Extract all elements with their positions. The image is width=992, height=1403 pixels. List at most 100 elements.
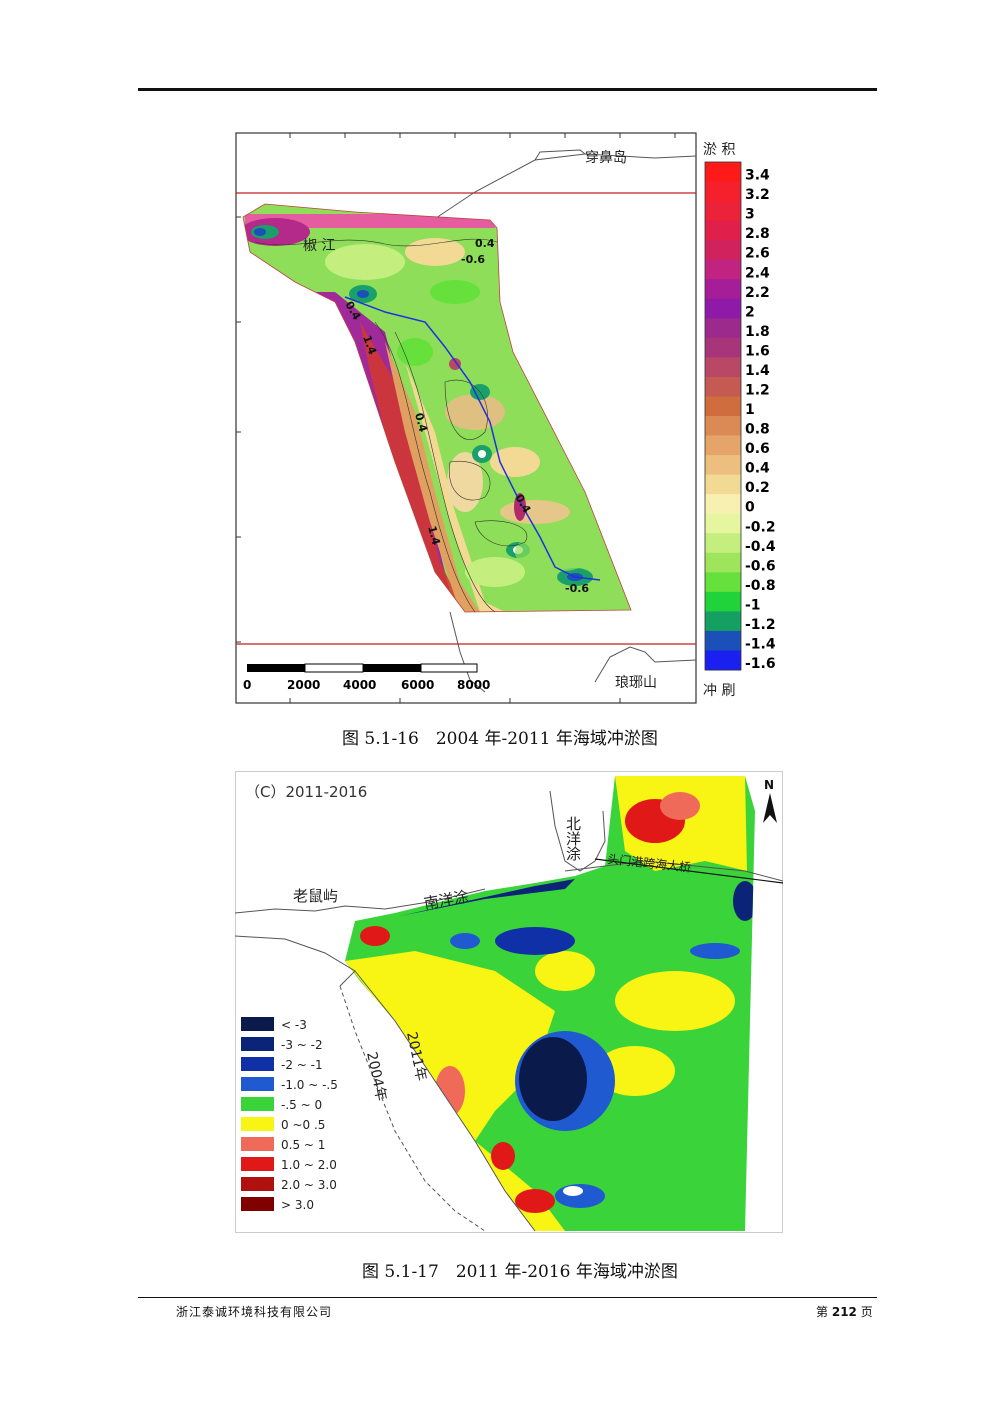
legend-swatch — [705, 650, 741, 671]
legend-class-label: -.5 ~ 0 — [281, 1098, 322, 1112]
legend-swatch — [241, 1037, 274, 1051]
contour-label: 1.4 — [360, 334, 379, 357]
legend-value-label: 2.2 — [745, 285, 770, 301]
legend-swatch — [705, 337, 741, 358]
legend-value-label: 3.4 — [745, 168, 770, 184]
legend-value-label: 1.8 — [745, 324, 770, 340]
legend-value-label: -1.4 — [745, 637, 776, 653]
place-label: 北洋涂 — [564, 816, 582, 861]
footer-page-prefix: 第 — [816, 1305, 829, 1319]
legend-swatch — [705, 357, 741, 378]
place-label-top: 穿鼻岛 — [585, 149, 627, 166]
legend-top-label: 淤 积 — [703, 142, 735, 158]
legend-class-label: -3 ~ -2 — [281, 1038, 323, 1052]
legend-value-label: -1.2 — [745, 617, 776, 633]
legend-swatch — [241, 1197, 274, 1211]
legend-swatch — [241, 1097, 274, 1111]
legend-value-label: -0.4 — [745, 539, 776, 555]
legend-swatch — [705, 298, 741, 319]
legend-swatch — [705, 181, 741, 202]
legend-value-label: 2 — [745, 304, 755, 320]
legend-swatch — [705, 435, 741, 456]
legend-value-label: 1.4 — [745, 363, 770, 379]
legend-swatch — [705, 455, 741, 476]
place-label-bottom: 琅琊山 — [615, 675, 657, 691]
legend-value-label: -0.2 — [745, 519, 776, 535]
legend-value-label: 1.2 — [745, 383, 770, 399]
legend-value-label: 0.6 — [745, 441, 770, 457]
legend-swatch — [705, 630, 741, 651]
footer-rule — [138, 1297, 877, 1298]
legend-class-label: 0 ~0 .5 — [281, 1118, 325, 1132]
legend-value-label: 0.8 — [745, 422, 770, 438]
color-legend: 3.4 3.2 3 2.8 2.6 2.4 2.2 2 1.8 1.6 1.4 1.2 1 0.8 0.6 0… — [704, 161, 776, 672]
legend-swatch — [241, 1117, 274, 1131]
contour-label: 0.4 — [475, 237, 495, 250]
header-rule — [138, 88, 877, 91]
legend-swatch — [705, 513, 741, 534]
legend-value-label: 1 — [745, 402, 755, 418]
legend-value-label: 1.6 — [745, 343, 770, 359]
legend-swatch — [241, 1137, 274, 1151]
scale-label: 2000 — [287, 678, 320, 692]
legend-swatch — [705, 474, 741, 495]
legend-class-label: 2.0 ~ 3.0 — [281, 1178, 337, 1192]
legend-swatch — [705, 494, 741, 515]
figure-2-caption: 图 5.1-17 2011 年-2016 年海域冲淤图 — [362, 1262, 678, 1282]
legend-swatch — [705, 318, 741, 339]
legend-bottom-label: 冲 刷 — [703, 683, 735, 699]
scale-label: 8000 — [457, 678, 490, 692]
legend-swatch — [705, 220, 741, 241]
legend-swatch — [241, 1017, 274, 1031]
legend-swatch — [705, 533, 741, 554]
contour-label: -0.6 — [565, 582, 589, 595]
legend-swatch — [705, 572, 741, 593]
place-label-river: 椒 江 — [303, 238, 335, 254]
scale-bar: 0 2000 4000 6000 8000 — [243, 663, 490, 692]
legend-swatch — [241, 1177, 274, 1191]
legend-frame — [704, 161, 742, 671]
legend-class-label: 1.0 ~ 2.0 — [281, 1158, 337, 1172]
footer-company: 浙江泰诚环境科技有限公司 — [176, 1305, 333, 1319]
contour-label: 1.4 — [425, 524, 443, 547]
contour-label: -0.6 — [461, 253, 485, 266]
legend-class-label: > 3.0 — [281, 1198, 314, 1212]
period-label: （C）2011-2016 — [245, 783, 367, 801]
legend-swatch — [241, 1077, 274, 1091]
legend-swatch — [705, 279, 741, 300]
legend-swatch — [705, 162, 741, 183]
legend-value-label: 3 — [745, 207, 755, 223]
legend-swatch — [241, 1057, 274, 1071]
footer-page-number: 212 — [831, 1305, 857, 1319]
footer-page-suffix: 页 — [860, 1305, 873, 1319]
legend-value-label: -1 — [745, 597, 761, 613]
legend-class-label: -2 ~ -1 — [281, 1058, 323, 1072]
legend-value-label: 0 — [745, 500, 755, 516]
legend-value-label: 2.6 — [745, 246, 770, 262]
legend-swatch — [705, 376, 741, 397]
legend-class-label: -1.0 ~ -.5 — [281, 1078, 338, 1092]
scale-label: 6000 — [401, 678, 434, 692]
legend-value-label: 2.8 — [745, 226, 770, 242]
figure-2: （C）2011-2016 N 北洋涂 老鼠屿 南洋涂 头门港跨海大桥 2011年… — [234, 771, 784, 1233]
legend-value-label: 0.4 — [745, 461, 770, 477]
legend-swatch — [241, 1157, 274, 1171]
legend-value-label: -1.6 — [745, 656, 776, 672]
legend-value-label: 2.4 — [745, 265, 770, 281]
legend-swatch — [705, 416, 741, 437]
figure-1-map: 穿鼻岛 椒 江 琅琊山 0.4 -0.6 0.4 1.4 0.4 1.4 0.4… — [235, 132, 776, 704]
legend-swatch — [705, 396, 741, 417]
north-label: N — [764, 778, 774, 792]
legend-swatch — [705, 552, 741, 573]
legend-swatch — [705, 591, 741, 612]
legend-swatch — [705, 259, 741, 280]
legend-swatch — [705, 201, 741, 222]
north-arrow-icon — [763, 793, 777, 823]
scale-label: 4000 — [343, 678, 376, 692]
figure-2-map: （C）2011-2016 N 北洋涂 老鼠屿 南洋涂 头门港跨海大桥 2011年… — [234, 771, 784, 1233]
legend-swatch — [705, 611, 741, 632]
figure-1: 穿鼻岛 椒 江 琅琊山 0.4 -0.6 0.4 1.4 0.4 1.4 0.4… — [235, 132, 785, 704]
scale-label: 0 — [243, 678, 251, 692]
legend-value-label: 3.2 — [745, 187, 770, 203]
legend-value-label: -0.8 — [745, 578, 776, 594]
